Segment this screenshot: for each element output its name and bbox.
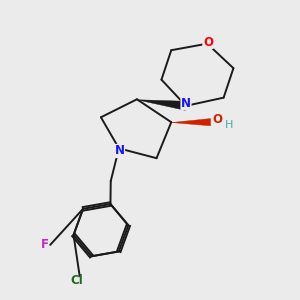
Polygon shape (171, 118, 211, 126)
Polygon shape (137, 100, 187, 110)
Text: O: O (213, 113, 223, 126)
Text: O: O (203, 35, 213, 49)
Text: N: N (181, 97, 191, 110)
Text: Cl: Cl (70, 274, 83, 287)
Text: H: H (225, 121, 233, 130)
Text: N: N (115, 145, 124, 158)
Text: F: F (41, 238, 49, 251)
